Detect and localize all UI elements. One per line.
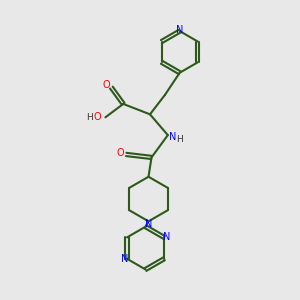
Text: H: H [86,113,92,122]
Text: O: O [102,80,110,90]
Text: N: N [121,254,128,264]
Text: N: N [145,219,152,229]
Text: O: O [116,148,124,158]
Text: N: N [176,25,183,34]
Text: N: N [163,232,170,242]
Text: N: N [169,132,176,142]
Text: H: H [176,135,183,144]
Text: O: O [93,112,101,122]
